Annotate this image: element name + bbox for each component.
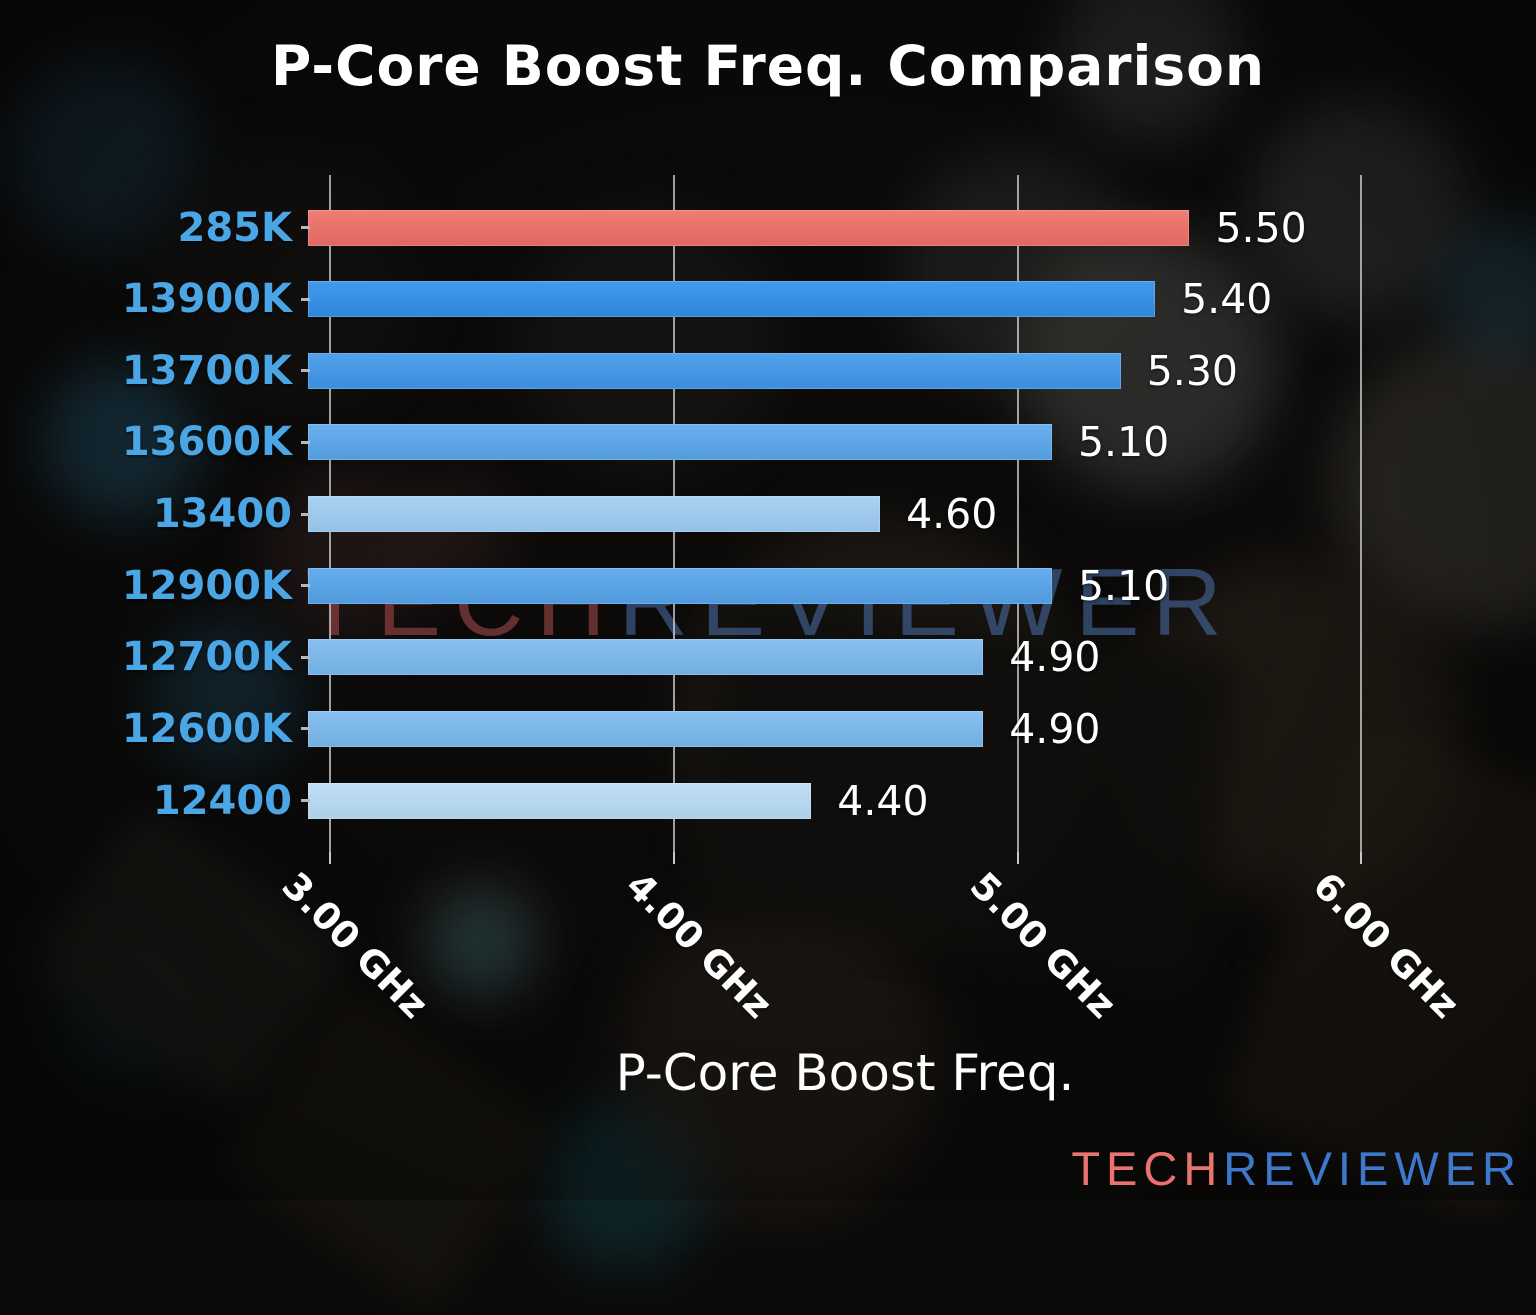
category-label-12600K: 12600K <box>121 705 292 752</box>
value-label: 4.90 <box>1009 704 1101 753</box>
category-label-13400: 13400 <box>152 491 292 537</box>
value-label: 4.60 <box>906 490 998 538</box>
value-label: 5.40 <box>1181 275 1273 324</box>
bar-13900K <box>308 281 1156 318</box>
y-axis-tick <box>301 655 310 659</box>
background-blob <box>150 620 300 770</box>
category-label-12400: 12400 <box>152 777 292 824</box>
y-axis-tick <box>301 226 310 229</box>
y-axis-tick <box>301 440 310 444</box>
background-blob <box>440 905 520 985</box>
bar-13400 <box>308 496 881 532</box>
category-label-13700K: 13700K <box>121 347 292 394</box>
value-label: 4.40 <box>837 776 929 825</box>
category-label-285K: 285K <box>177 204 293 251</box>
logo-tech: TECH <box>1071 1142 1224 1195</box>
y-axis-tick <box>301 727 310 731</box>
x-axis-tick <box>1360 852 1363 864</box>
value-label: 5.50 <box>1215 203 1307 252</box>
value-label: 5.30 <box>1146 346 1239 395</box>
background-blob <box>620 900 940 1220</box>
gridline <box>1016 175 1019 852</box>
watermark: TECHREVIEWER <box>0 548 1536 658</box>
value-label: 5.10 <box>1077 561 1170 610</box>
y-axis-tick <box>301 297 310 301</box>
chart-title: P-Core Boost Freq. Comparison <box>270 34 1266 98</box>
x-axis-title: P-Core Boost Freq. <box>615 1044 1075 1102</box>
logo-reviewer: REVIEWER <box>1223 1142 1522 1195</box>
y-axis-tick <box>301 369 310 373</box>
category-axis-labels: 285K 13900K 13700K 13600K 13400 12900K 12700K 1… <box>0 175 292 852</box>
y-axis-tick <box>301 584 310 588</box>
x-axis-tick <box>672 852 675 864</box>
gridline <box>1360 175 1363 852</box>
bar-12700K <box>308 639 984 676</box>
background-blob <box>40 360 200 520</box>
plot-area: 5.50 5.40 5.30 5.10 4.60 5.10 4.90 4.90 4.40 <box>308 175 1382 852</box>
category-label-12900K: 12900K <box>121 562 292 609</box>
bar-13700K <box>308 352 1121 389</box>
site-logo: TECHREVIEWER <box>1071 1141 1522 1196</box>
value-label: 4.90 <box>1009 633 1101 682</box>
background-photo <box>10 0 1536 1270</box>
category-label-12700K: 12700K <box>121 634 292 681</box>
background-blob <box>420 880 540 1000</box>
x-axis-tick <box>329 852 331 864</box>
background-blob <box>900 150 1140 390</box>
bar-285K <box>308 209 1190 246</box>
bar-13600K <box>308 424 1052 461</box>
bar-12900K <box>308 567 1052 604</box>
y-axis-tick <box>301 512 310 516</box>
y-axis-tick <box>301 799 310 802</box>
background-blob <box>1250 100 1470 320</box>
value-label: 5.10 <box>1077 418 1170 467</box>
x-axis-tick <box>1016 852 1019 864</box>
category-label-13600K: 13600K <box>121 419 292 466</box>
category-label-13900K: 13900K <box>121 276 292 323</box>
bar-12400 <box>308 782 812 819</box>
bar-12600K <box>308 710 984 747</box>
background-blob <box>1060 0 1240 140</box>
